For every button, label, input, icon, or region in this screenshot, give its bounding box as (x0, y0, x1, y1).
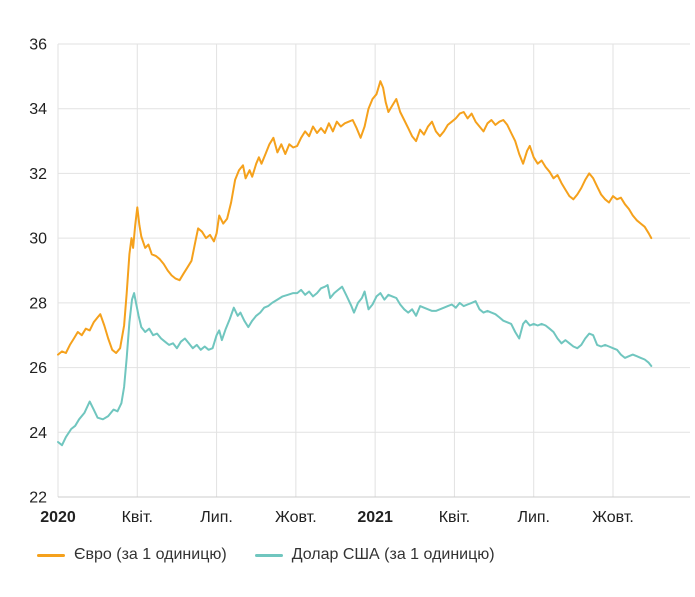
x-axis-tick-label: Жовт. (275, 509, 317, 526)
y-axis-tick-label: 30 (29, 231, 47, 248)
exchange-rate-line-chart: 22 24 26 28 30 32 34 36 2020 Квіт. Лип. Жовт. 2021 Кв… (29, 37, 690, 526)
x-axis-tick-label: Квіт. (122, 509, 153, 526)
y-axis-tick-label: 22 (29, 490, 47, 507)
chart-legend: Євро (за 1 одиницю) Долар США (за 1 одини… (37, 546, 495, 564)
x-axis-tick-label: 2021 (357, 509, 393, 526)
series-line-usd[interactable] (57, 284, 653, 447)
x-axis-tick-label: 2020 (40, 509, 76, 526)
x-axis-tick-label: Лип. (517, 509, 550, 526)
x-axis-tick-label: Лип. (200, 509, 233, 526)
y-axis-tick-label: 32 (29, 166, 47, 183)
legend-label-euro: Євро (за 1 одиницю) (74, 546, 227, 563)
y-axis-tick-label: 26 (29, 360, 47, 377)
y-axis-tick-label: 24 (29, 425, 47, 442)
legend-swatch-euro (37, 553, 65, 557)
y-axis-tick-label: 36 (29, 37, 47, 54)
legend-label-usd: Долар США (за 1 одиницю) (291, 546, 495, 563)
y-axis-tick-label: 28 (29, 295, 47, 312)
legend-item-usd[interactable]: Долар США (за 1 одиницю) (254, 546, 495, 564)
y-axis-tick-label: 34 (29, 101, 47, 118)
legend-item-euro[interactable]: Євро (за 1 одиницю) (37, 546, 227, 564)
legend-swatch-usd (254, 553, 283, 557)
x-axis-tick-label: Жовт. (592, 509, 634, 526)
series-line-euro[interactable] (57, 80, 653, 356)
x-axis-tick-label: Квіт. (439, 509, 470, 526)
